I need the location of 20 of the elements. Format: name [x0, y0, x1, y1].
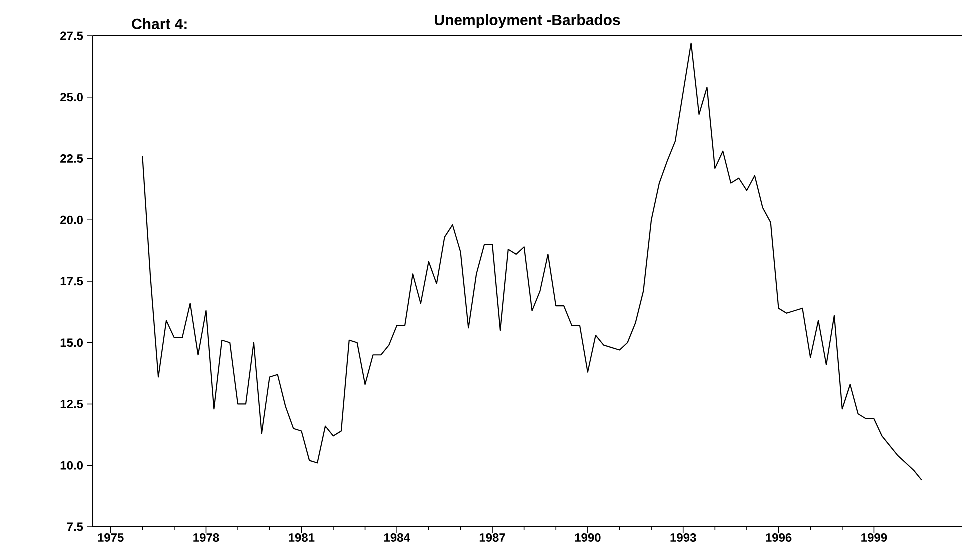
y-tick-label: 15.0 — [60, 338, 83, 348]
x-tick-label: 1975 — [98, 534, 124, 542]
y-tick-label: 7.5 — [67, 522, 84, 532]
x-tick-label: 1987 — [480, 534, 506, 542]
x-tick-label: 1993 — [670, 534, 696, 542]
y-tick-label: 25.0 — [60, 93, 83, 102]
y-tick-label: 17.5 — [60, 277, 84, 286]
y-tick-label: 12.5 — [60, 400, 84, 408]
chart-title: Unemployment -Barbados — [435, 14, 620, 28]
x-tick-label: 1981 — [289, 534, 315, 542]
y-tick-label: 20.0 — [60, 216, 83, 224]
x-tick-label: 1996 — [766, 534, 792, 542]
x-tick-label: 1999 — [862, 534, 888, 542]
x-tick-label: 1978 — [194, 534, 220, 542]
caption: Chart 4: — [132, 18, 187, 30]
x-tick-label: 1990 — [575, 534, 601, 542]
x-tick-label: 1984 — [384, 534, 410, 542]
y-tick-label: 10.0 — [60, 461, 83, 470]
y-tick-label: 27.5 — [60, 32, 84, 40]
y-tick-label: 22.5 — [60, 154, 84, 163]
